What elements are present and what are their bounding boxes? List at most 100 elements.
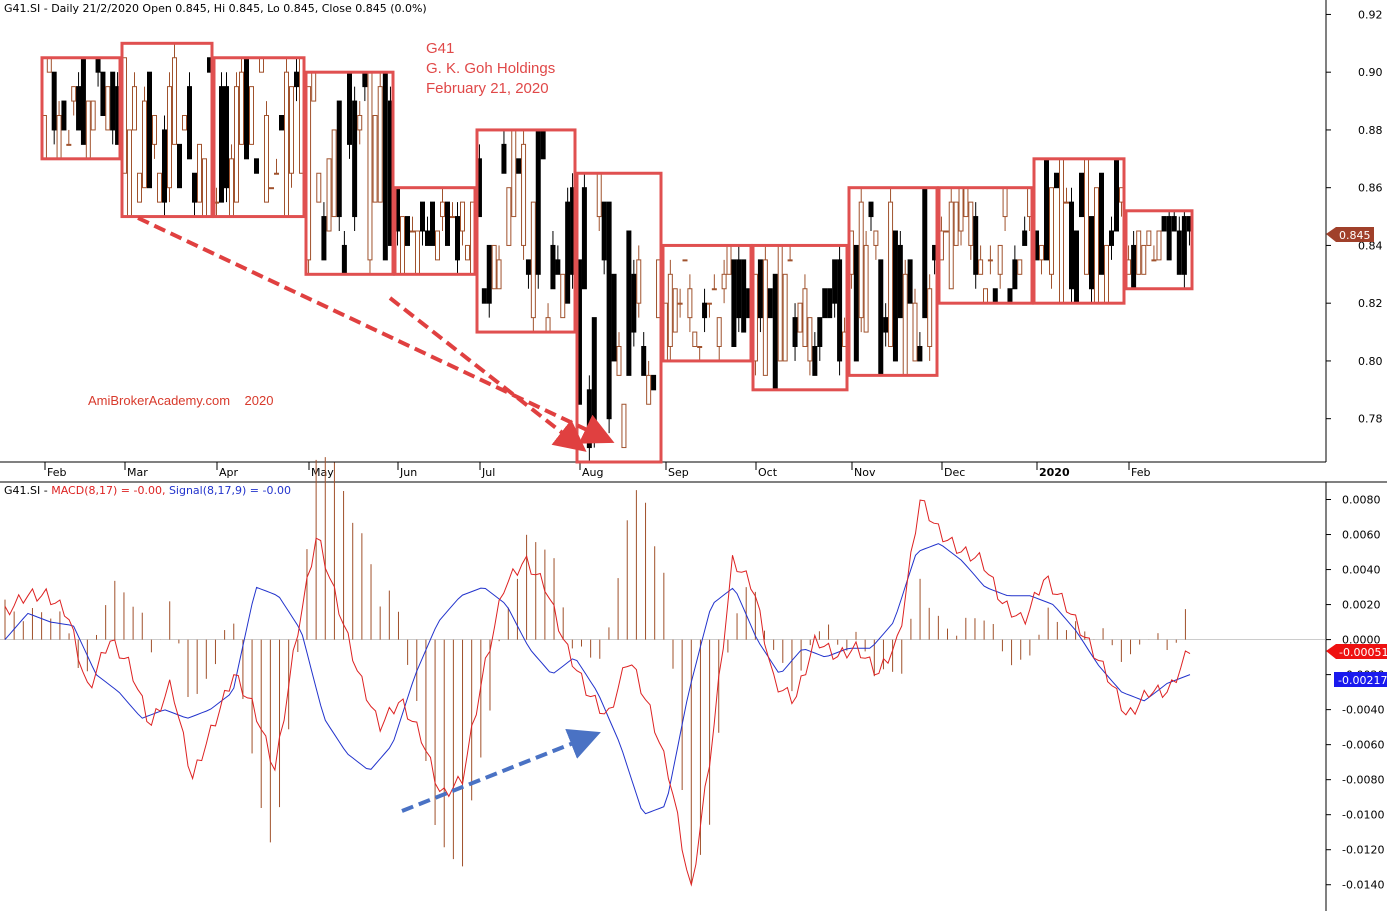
candle-body — [672, 288, 678, 333]
candle-body — [943, 230, 949, 233]
candle-body — [289, 86, 294, 174]
last-macd-badge: -0.00051 — [1326, 644, 1387, 659]
candle-body — [331, 129, 337, 218]
candle-body — [697, 346, 703, 348]
candle-body — [741, 259, 747, 333]
candle-body — [1022, 230, 1028, 246]
candle-body — [516, 158, 522, 174]
candle-body — [963, 187, 969, 218]
price-panel-title: G41.SI - Daily 21/2/2020 Open 0.845, Hi … — [4, 2, 427, 15]
candle-body — [127, 129, 132, 218]
candle-body — [540, 129, 546, 160]
watermark-text: AmiBrokerAcademy.com 2020 — [88, 393, 273, 408]
candle-body — [1079, 172, 1084, 218]
divergence-arrow-blue — [401, 729, 601, 813]
candle-body — [983, 288, 988, 304]
candle-body — [137, 172, 142, 203]
candle-body — [1171, 216, 1177, 232]
candle-body — [1094, 187, 1099, 304]
candle-body — [687, 288, 693, 319]
candle-body — [837, 259, 843, 362]
candle-body — [511, 129, 517, 218]
candle-body — [316, 172, 322, 203]
annotation-company: G. K. Goh Holdings — [426, 60, 555, 77]
svg-text:0.845: 0.845 — [1339, 229, 1371, 242]
candle-body — [197, 143, 202, 203]
candle-body — [832, 259, 838, 304]
candle-body — [863, 244, 869, 333]
candle-body — [581, 187, 587, 290]
price-tick-label: 0.80 — [1358, 355, 1383, 368]
macd-legend-label: MACD(8,17) = -0.00, — [51, 484, 165, 497]
candle-body — [347, 71, 352, 145]
month-label: Nov — [854, 466, 876, 479]
candle-body — [812, 346, 818, 376]
monthly-range-box — [1032, 157, 1126, 305]
annotation-ticker: G41 — [426, 40, 454, 57]
candle-body — [525, 259, 531, 275]
month-label: Jun — [399, 466, 417, 479]
candle-body — [410, 230, 415, 233]
candle-body — [274, 172, 279, 175]
macd-tick-label: 0.0080 — [1342, 494, 1381, 507]
candle-body — [430, 201, 435, 246]
macd-tick-label: -0.0100 — [1342, 809, 1384, 822]
month-label: May — [311, 466, 334, 479]
price-tick-label: 0.86 — [1358, 182, 1383, 195]
candle-body — [465, 244, 470, 261]
candle-body — [777, 244, 783, 362]
candle-body — [973, 216, 979, 275]
candle-body — [352, 100, 358, 218]
candle-body — [922, 187, 928, 319]
candle-body — [1114, 158, 1119, 232]
candle-body — [372, 115, 378, 203]
monthly-range-boxes — [40, 41, 1194, 464]
month-label: Sep — [668, 466, 689, 479]
candle-body — [1156, 230, 1162, 261]
candle-body — [917, 346, 923, 362]
candle-body — [239, 71, 244, 145]
macd-tick-label: 0.0020 — [1342, 599, 1381, 612]
candle-body — [706, 302, 712, 305]
candle-body — [601, 201, 607, 261]
month-axis-labels: Feb Mar Apr May Jun Jul Aug Sep Oct Nov Dec 2020 Feb — [44, 462, 1150, 479]
candle-body — [1151, 259, 1157, 262]
candle-body — [535, 129, 541, 275]
monthly-range-box — [751, 243, 849, 392]
candle-body — [202, 158, 207, 218]
candle-body — [631, 273, 637, 333]
candle-body — [415, 230, 420, 275]
candle-body — [152, 115, 157, 145]
candle-body — [46, 57, 52, 73]
candle-body — [132, 86, 137, 131]
candlestick-series — [41, 43, 1192, 462]
candle-body — [757, 259, 763, 319]
candle-body — [1002, 187, 1008, 218]
candle-body — [1146, 230, 1152, 246]
candle-body — [90, 100, 96, 131]
candle-body — [682, 259, 688, 262]
candle-body — [234, 86, 239, 203]
month-label: Apr — [219, 466, 239, 479]
candle-body — [907, 259, 913, 304]
candle-body — [440, 201, 445, 218]
candle-body — [51, 71, 57, 131]
candle-body — [445, 201, 450, 246]
candle-body — [100, 71, 106, 116]
last-signal-badge: -0.00217 — [1334, 672, 1387, 687]
candle-body — [400, 216, 405, 275]
macd-tick-label: 0.0060 — [1342, 529, 1381, 542]
candle-body — [521, 143, 527, 246]
candle-body — [224, 86, 229, 189]
macd-panel-title: G41.SI - MACD(8,17) = -0.00, Signal(8,17… — [4, 484, 291, 497]
candle-body — [606, 201, 612, 420]
candle-body — [1064, 201, 1069, 204]
month-label: Aug — [582, 466, 603, 479]
candle-body — [336, 100, 342, 218]
candle-body — [172, 57, 177, 145]
candle-body — [912, 302, 918, 362]
candle-body — [948, 201, 954, 290]
candle-body — [530, 201, 536, 319]
candle-body — [978, 259, 984, 275]
candle-body — [425, 230, 430, 246]
